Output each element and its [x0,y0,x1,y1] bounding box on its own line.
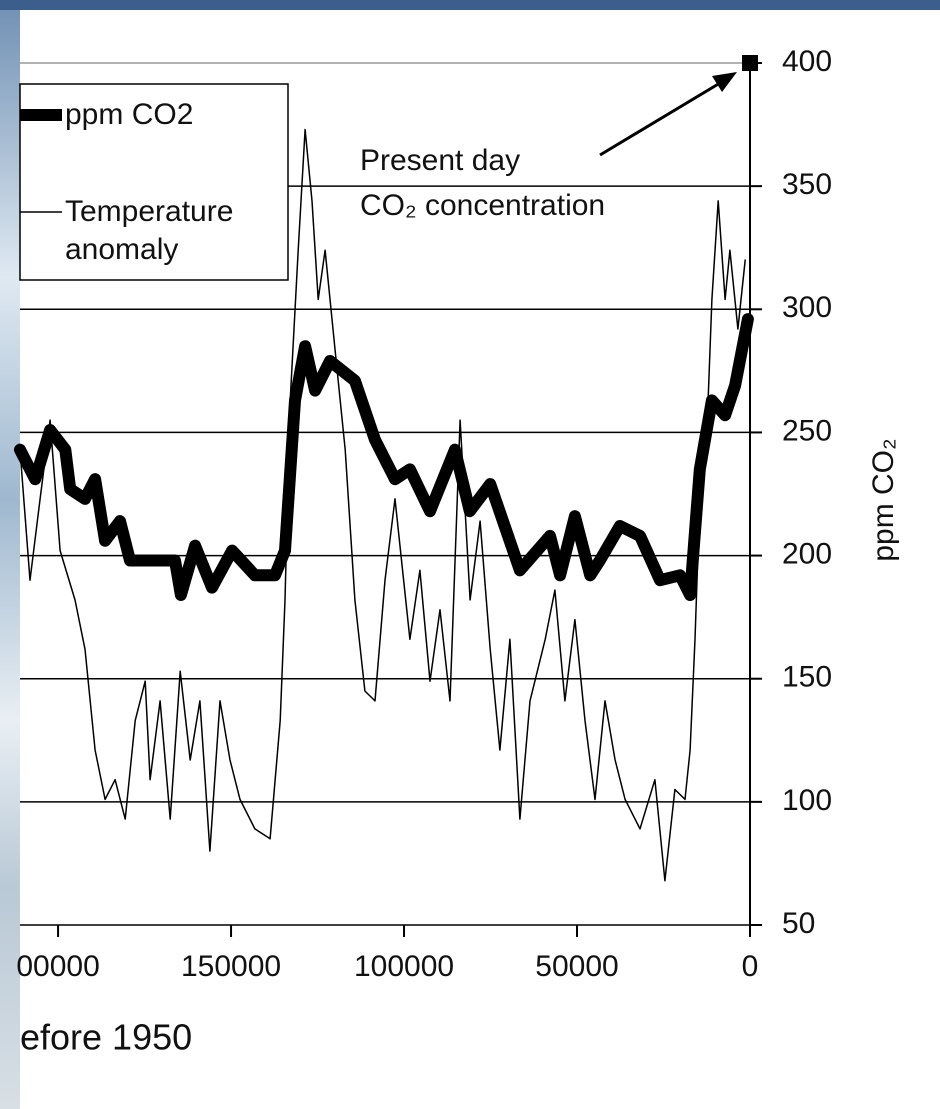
y-tick-label: 50 [782,907,815,940]
background-strip [0,0,20,1109]
y-tick-label: 150 [782,661,832,694]
legend-box [19,83,289,281]
x-tick-label: 00000 [16,950,99,983]
annotation: CO₂ concentration [360,189,605,222]
y-tick-label: 200 [782,537,832,570]
y-tick-label: 400 [782,45,832,78]
y-tick-label: 300 [782,291,832,324]
x-tick-label: 50000 [535,950,618,983]
y-axis-label: ppm CO₂ [867,438,900,561]
arrow-head [712,72,737,92]
y-tick-label: 100 [782,784,832,817]
annotation: Present day [360,144,520,177]
legend-entry: Temperature anomaly [65,195,234,266]
y-tick-label: 250 [782,414,832,447]
y-tick-label: 350 [782,168,832,201]
series-line [14,313,754,601]
annotation-arrow [599,75,731,157]
x-tick-label: 150000 [181,950,281,983]
x-axis-label: efore 1950 [20,1017,192,1058]
x-tick-label: 0 [742,950,759,983]
legend-label: Temperature anomaly [65,195,234,266]
top-bar [0,0,940,10]
present-day-marker [742,55,758,71]
series-line [19,128,746,882]
legend-label: ppm CO2 [65,98,194,131]
legend-entry: ppm CO2 [65,98,194,131]
x-tick-label: 100000 [354,950,454,983]
